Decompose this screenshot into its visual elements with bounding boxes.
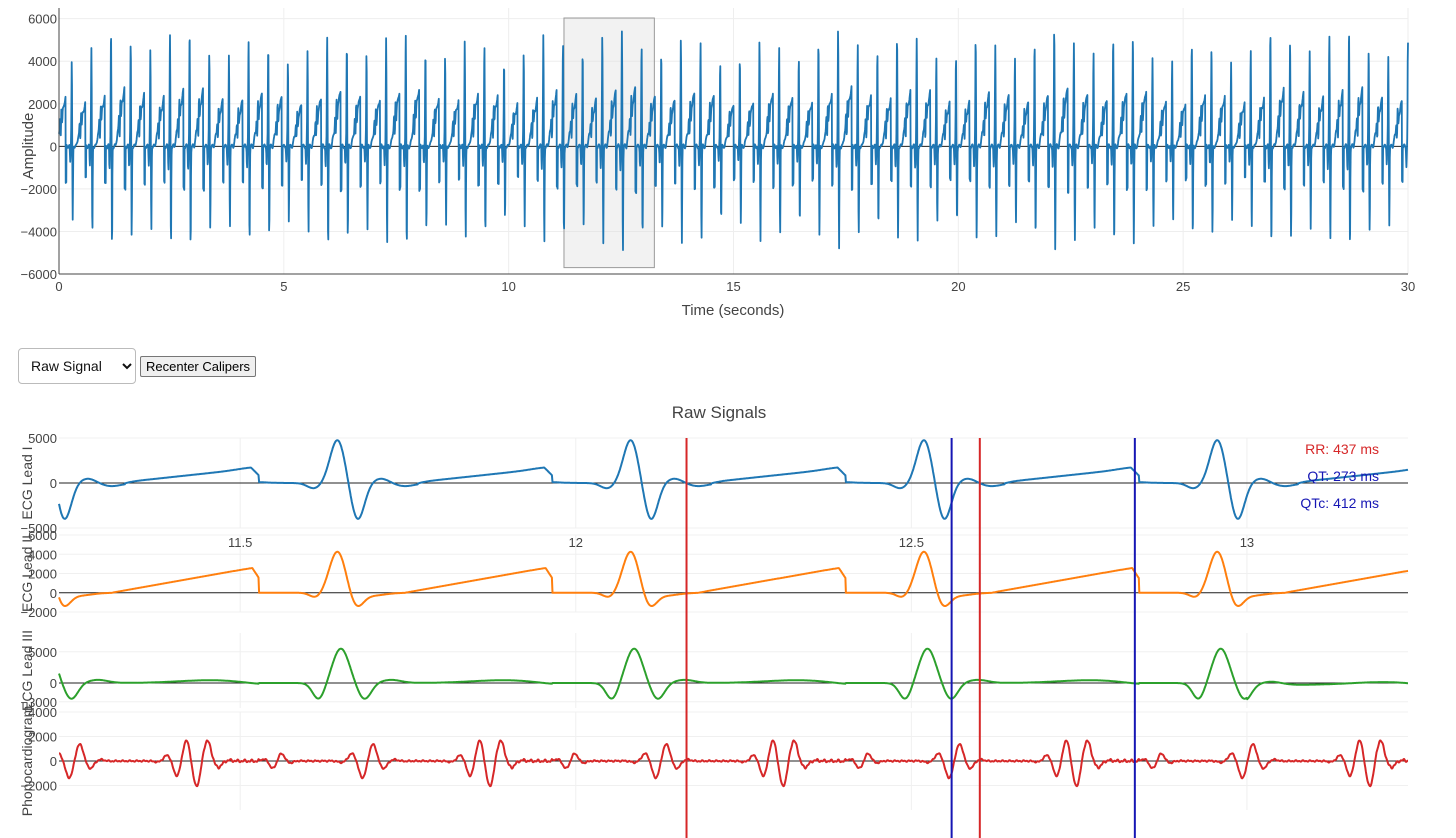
detail-y-tick-label: 0 [50,676,57,691]
detail-y-tick-label: 4000 [28,547,57,562]
overview-y-tick-label: −6000 [20,267,57,282]
overview-x-tick-label: 20 [951,279,965,294]
overview-y-tick-label: 0 [50,139,57,154]
panel-y-axis-title: ECG Lead III [19,630,35,711]
overview-x-ticks: 0 5 10 15 20 25 30 [55,279,1415,294]
detail-y-tick-label: 5000 [28,645,57,660]
detail-y-tick-label: 0 [50,586,57,601]
detail-x-tick-label: 13 [1240,535,1254,550]
caliper-annotations: RR: 437 ms QT: 273 ms QTc: 412 ms [1300,441,1379,511]
mode-select[interactable]: Raw Signal [18,348,136,384]
qt-annotation: QT: 273 ms [1307,468,1379,484]
qtc-annotation: QTc: 412 ms [1300,495,1379,511]
detail-y-tick-label: 4000 [28,705,57,720]
signal-line [58,647,1409,701]
overview-y-tick-label: −4000 [20,224,57,239]
detail-y-tick-label: 2000 [28,730,57,745]
detail-chart-title: Raw Signals [672,403,767,422]
detail-y-tick-label: −3000 [20,695,57,710]
overview-x-tick-label: 5 [280,279,287,294]
overview-x-tick-label: 15 [726,279,740,294]
overview-y-ticks: −6000 −4000 −2000 0 2000 4000 6000 [20,12,57,282]
overview-y-axis-title: Amplitude [20,113,37,180]
overview-chart[interactable]: −6000 −4000 −2000 0 2000 4000 6000 0 5 10 15 20 25 3… [0,0,1456,330]
detail-y-tick-label: 6000 [28,528,57,543]
caliper-lines[interactable] [685,438,1136,838]
detail-y-tick-label: −2000 [20,605,57,620]
overview-x-tick-label: 10 [501,279,515,294]
detail-y-tick-label: −5000 [20,521,57,536]
overview-x-tick-label: 25 [1176,279,1190,294]
control-bar: Raw Signal Recenter Calipers [18,348,257,384]
overview-y-tick-label: 6000 [28,12,57,27]
signal-line [58,439,1409,520]
detail-y-tick-label: −2000 [20,779,57,794]
detail-y-tick-label: 0 [50,476,57,491]
panel-y-axis-title: ECG Lead I [19,446,35,519]
overview-y-tick-label: 4000 [28,54,57,69]
recenter-calipers-button[interactable]: Recenter Calipers [140,356,257,377]
detail-y-tick-label: 2000 [28,567,57,582]
overview-signal-line [58,30,1409,251]
detail-y-tick-label: 5000 [28,431,57,446]
overview-x-axis-title: Time (seconds) [682,302,785,319]
detail-x-tick-label: 11.5 [228,535,252,550]
overview-y-tick-label: −2000 [20,182,57,197]
signal-line [58,550,1409,607]
overview-x-tick-label: 30 [1401,279,1415,294]
signal-line [58,739,1409,788]
panel-0: 5000 0 −5000 ECG Lead I [19,431,1409,536]
detail-x-tick-label: 12 [569,535,583,550]
rr-annotation: RR: 437 ms [1305,441,1379,457]
panel-y-axis-title: Phonocardiogram [19,706,35,817]
detail-x-tick-label: 12.5 [899,535,924,550]
detail-y-tick-label: 0 [50,754,57,769]
panel-y-axis-title: ECG Lead II [19,535,35,612]
detail-chart[interactable]: Raw Signals 5000 0 −5000 ECG Lead I 6000 4000… [0,390,1456,838]
overview-x-tick-label: 0 [55,279,62,294]
overview-y-tick-label: 2000 [28,97,57,112]
